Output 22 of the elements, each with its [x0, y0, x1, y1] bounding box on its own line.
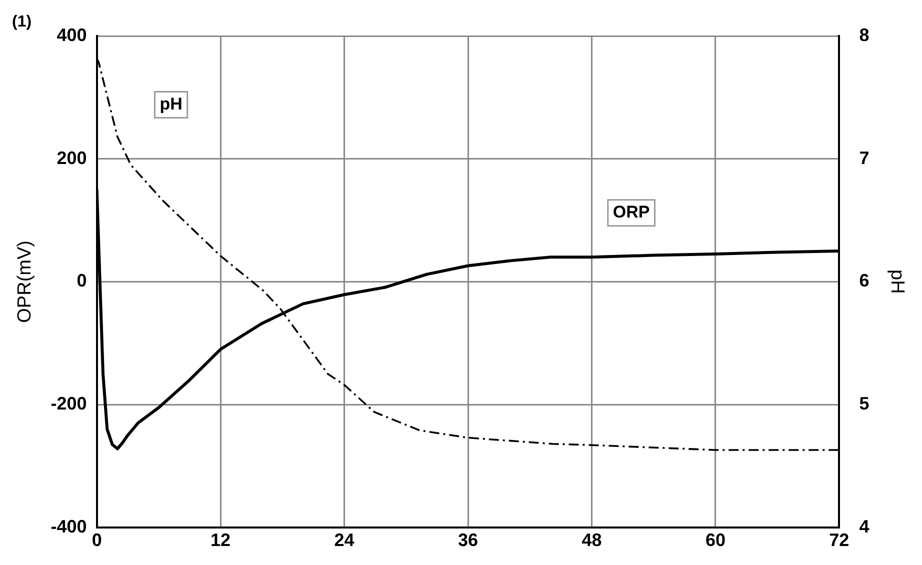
x-tick-label: 48 — [582, 530, 602, 550]
x-tick-label: 12 — [210, 530, 231, 550]
x-tick-label: 24 — [334, 530, 354, 550]
x-tick-label: 72 — [829, 530, 850, 550]
y2-tick-label: 6 — [859, 270, 870, 291]
text: (1) — [12, 13, 32, 30]
y-tick-label: -200 — [50, 394, 87, 414]
y2-tick-label: 4 — [859, 516, 870, 536]
y-tick-label: -400 — [50, 516, 87, 536]
x-tick-label: 36 — [458, 530, 478, 550]
y-tick-label: 200 — [56, 148, 87, 168]
y-tick-label: 0 — [76, 270, 87, 291]
text: pH — [160, 94, 182, 114]
y2-tick-label: 7 — [859, 148, 870, 168]
y2-tick-label: 8 — [859, 24, 870, 45]
series-label: ORP — [612, 202, 650, 222]
y2-tick-label: 5 — [859, 394, 870, 414]
x-tick-label: 60 — [705, 530, 726, 550]
y-tick-label: 400 — [56, 24, 87, 45]
y2-axis-title: pH — [886, 270, 908, 294]
x-tick-label: 0 — [92, 530, 102, 550]
y-axis-title: OPR(mV) — [14, 240, 36, 323]
